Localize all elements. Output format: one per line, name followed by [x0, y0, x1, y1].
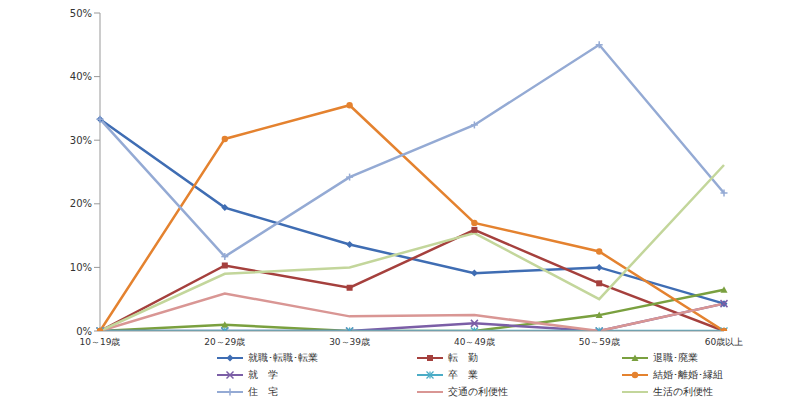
svg-text:50%: 50% — [70, 8, 92, 19]
svg-text:30%: 30% — [70, 135, 92, 146]
html-text:卒 業: 卒 業 — [448, 369, 478, 380]
html-text:就職･転職･転業: 就職･転職･転業 — [248, 352, 318, 363]
svg-text:20～29歳: 20～29歳 — [204, 337, 245, 347]
html-text:結婚･離婚･縁組: 結婚･離婚･縁組 — [653, 369, 723, 380]
svg-text:10%: 10% — [70, 262, 92, 273]
html-text:住 宅: 住 宅 — [248, 386, 278, 397]
svg-text:10～19歳: 10～19歳 — [80, 337, 121, 347]
html-text:就 学: 就 学 — [248, 369, 278, 380]
svg-text:40～49歳: 40～49歳 — [454, 337, 495, 347]
html-text:転 勤: 転 勤 — [448, 352, 478, 363]
svg-text:20%: 20% — [70, 198, 92, 209]
svg-text:50～59歳: 50～59歳 — [579, 337, 620, 347]
svg-text:40%: 40% — [70, 71, 92, 82]
html-text:退職･廃業: 退職･廃業 — [653, 352, 698, 363]
svg-text:30～39歳: 30～39歳 — [329, 337, 370, 347]
html-text:生活の利便性: 生活の利便性 — [653, 386, 713, 397]
svg-text:60歳以上: 60歳以上 — [705, 337, 743, 347]
html-text:交通の利便性: 交通の利便性 — [448, 386, 508, 397]
svg-text:0%: 0% — [76, 326, 92, 337]
